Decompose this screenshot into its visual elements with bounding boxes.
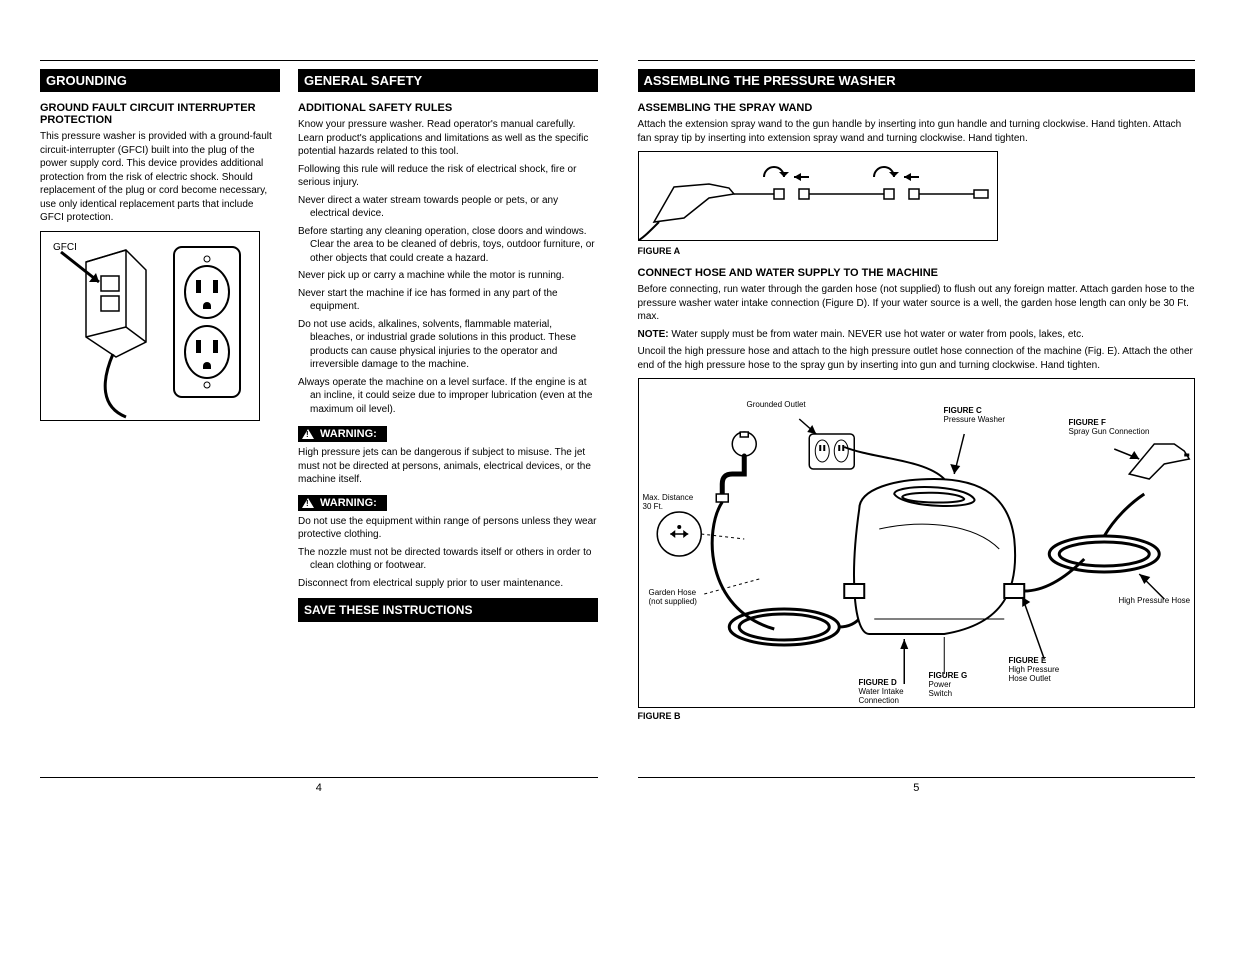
grounding-header: GROUNDING xyxy=(40,69,280,92)
safety-b2: Before starting any cleaning operation, … xyxy=(298,225,598,266)
safety-b8: Disconnect from electrical supply prior … xyxy=(298,577,598,591)
spray-wand-p1: Attach the extension spray wand to the g… xyxy=(638,118,1196,145)
safety-p2: Following this rule will reduce the risk… xyxy=(298,163,598,190)
safety-b1: Never direct a water stream towards peop… xyxy=(298,194,598,221)
safety-header: GENERAL SAFETY xyxy=(298,69,598,92)
spray-wand-title: ASSEMBLING THE SPRAY WAND xyxy=(638,102,1196,114)
warning-triangle-icon xyxy=(302,429,314,439)
max-distance-label: Max. Distance 30 Ft. xyxy=(643,494,694,512)
rule-top-left xyxy=(40,60,598,61)
note-text: Water supply must be from water main. NE… xyxy=(671,329,1084,340)
note-label: NOTE: xyxy=(638,329,669,340)
garden-hose-label: Garden Hose (not supplied) xyxy=(649,589,697,607)
safety-p1: Know your pressure washer. Read operator… xyxy=(298,118,598,159)
connect-title: CONNECT HOSE AND WATER SUPPLY TO THE MAC… xyxy=(638,267,1196,279)
save-instructions-band: SAVE THESE INSTRUCTIONS xyxy=(298,598,598,622)
assembly-header: ASSEMBLING THE PRESSURE WASHER xyxy=(638,69,1196,92)
warning-triangle-icon xyxy=(302,498,314,508)
fig-d-label: FIGURE D Water Intake Connection xyxy=(859,679,904,705)
safety-b5: Do not use acids, alkalines, solvents, f… xyxy=(298,318,598,372)
warning-band-2: WARNING: xyxy=(298,495,387,511)
gfci-subtitle: GROUND FAULT CIRCUIT INTERRUPTER PROTECT… xyxy=(40,102,280,126)
figure-a xyxy=(638,151,998,241)
fig-e-label: FIGURE E High Pressure Hose Outlet xyxy=(1009,657,1060,683)
connect-note-hose: Before connecting, run water through the… xyxy=(638,283,1196,324)
additional-safety-title: ADDITIONAL SAFETY RULES xyxy=(298,102,598,114)
fig-g-label: FIGURE G Power Switch xyxy=(929,672,968,698)
page-number-left: 4 xyxy=(40,782,598,794)
connect-note: NOTE: Water supply must be from water ma… xyxy=(638,328,1196,342)
warning-text-1: High pressure jets can be dangerous if s… xyxy=(298,446,598,487)
figure-b: Max. Distance 30 Ft. Grounded Outlet Gar… xyxy=(638,378,1196,708)
page-number-right: 5 xyxy=(638,782,1196,794)
connect-p2: Uncoil the high pressure hose and attach… xyxy=(638,345,1196,372)
rule-bottom-right xyxy=(638,777,1196,778)
warning-label-1: WARNING: xyxy=(320,428,377,440)
safety-b7: The nozzle must not be directed towards … xyxy=(298,546,598,573)
safety-b4: Never start the machine if ice has forme… xyxy=(298,287,598,314)
gfci-paragraph: This pressure washer is provided with a … xyxy=(40,130,280,225)
grounding-column: GROUNDING GROUND FAULT CIRCUIT INTERRUPT… xyxy=(40,69,280,622)
rule-top-right xyxy=(638,60,1196,61)
right-page: ASSEMBLING THE PRESSURE WASHER ASSEMBLIN… xyxy=(638,60,1196,794)
gfci-label: GFCI xyxy=(53,242,77,253)
figure-b-label: FIGURE B xyxy=(638,710,1196,722)
warning-band-1: WARNING: xyxy=(298,426,387,442)
figure-a-label: FIGURE A xyxy=(638,245,1196,257)
safety-column: GENERAL SAFETY ADDITIONAL SAFETY RULES K… xyxy=(298,69,598,622)
left-page: GROUNDING GROUND FAULT CIRCUIT INTERRUPT… xyxy=(40,60,598,794)
fig-c-label: FIGURE C Pressure Washer xyxy=(944,407,1006,425)
safety-b6: Always operate the machine on a level su… xyxy=(298,376,598,417)
warning-label-2: WARNING: xyxy=(320,497,377,509)
gfci-figure: GFCI xyxy=(40,231,260,421)
hp-hose-label: High Pressure Hose xyxy=(1119,597,1191,606)
warning-text-2: Do not use the equipment within range of… xyxy=(298,515,598,542)
rule-bottom-left xyxy=(40,777,598,778)
outlet-label: Grounded Outlet xyxy=(747,401,806,410)
fig-f-label: FIGURE F Spray Gun Connection xyxy=(1069,419,1150,437)
safety-b3: Never pick up or carry a machine while t… xyxy=(298,269,598,283)
